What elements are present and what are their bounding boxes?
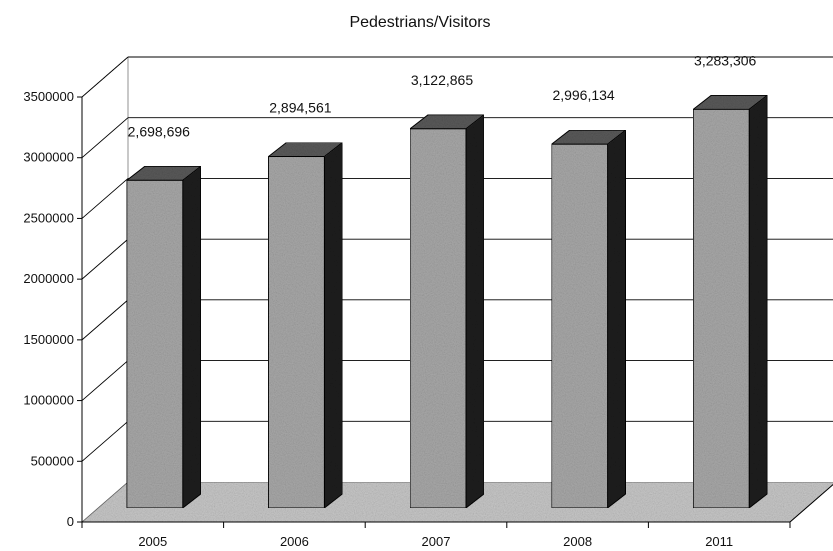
y-tick-label: 2500000 <box>23 210 74 225</box>
bar-top <box>125 165 203 181</box>
data-label: 3,283,306 <box>694 52 756 68</box>
y-axis-ticks: 0 500000 1000000 1500000 2000000 2500000 30000… <box>23 89 82 529</box>
bar-front <box>267 156 325 509</box>
x-tick-label: 2008 <box>563 534 592 549</box>
y-tick-label: 3000000 <box>23 150 74 165</box>
data-labels: 2,698,696 2,894,561 3,122,865 2,996,134 3,28… <box>128 52 757 139</box>
x-tick-label: 2011 <box>705 534 733 549</box>
gridline-side <box>81 360 129 401</box>
y-tick-label: 1000000 <box>23 393 74 408</box>
x-tick-label: 2007 <box>422 534 451 549</box>
gridline-side <box>81 299 129 341</box>
bar <box>408 113 486 510</box>
bar-top <box>691 94 769 110</box>
data-label: 2,996,134 <box>552 87 614 103</box>
y-tick-label: 0 <box>67 514 74 529</box>
y-tick-label: 1500000 <box>23 332 74 347</box>
bar <box>266 141 344 510</box>
bar-top <box>408 114 486 130</box>
gridline-side <box>81 117 129 159</box>
y-tick-label: 3500000 <box>23 89 74 104</box>
gridline-side <box>81 238 129 280</box>
bar-front <box>409 128 467 509</box>
y-tick-label: 500000 <box>31 453 74 468</box>
bar-front <box>551 143 609 509</box>
floor-right-edge <box>789 483 833 523</box>
gridline-side <box>81 56 129 98</box>
y-tick-label: 2000000 <box>23 271 74 286</box>
bar-front <box>692 108 750 509</box>
data-label: 2,894,561 <box>269 100 331 116</box>
bar-side <box>465 113 485 510</box>
chart-title: Pedestrians/Visitors <box>349 14 490 31</box>
data-label: 2,698,696 <box>128 123 190 139</box>
bar-top <box>266 142 344 158</box>
gridline-side <box>81 178 129 219</box>
x-tick-label: 2006 <box>280 534 309 549</box>
bars <box>125 94 769 510</box>
bar-side <box>607 129 627 510</box>
bar-side <box>748 94 768 510</box>
bar-front <box>126 179 184 509</box>
bar <box>125 165 203 510</box>
bar <box>550 129 628 510</box>
bar <box>691 94 769 510</box>
bar-top <box>550 129 628 145</box>
bar-side <box>182 165 202 510</box>
x-tick-label: 2005 <box>138 534 167 549</box>
gridline-side <box>81 420 129 462</box>
data-label: 3,122,865 <box>411 72 473 88</box>
x-axis-ticks: 2005 2006 2007 2008 2011 <box>81 522 791 549</box>
axes <box>81 97 833 523</box>
bar-side <box>323 141 343 510</box>
